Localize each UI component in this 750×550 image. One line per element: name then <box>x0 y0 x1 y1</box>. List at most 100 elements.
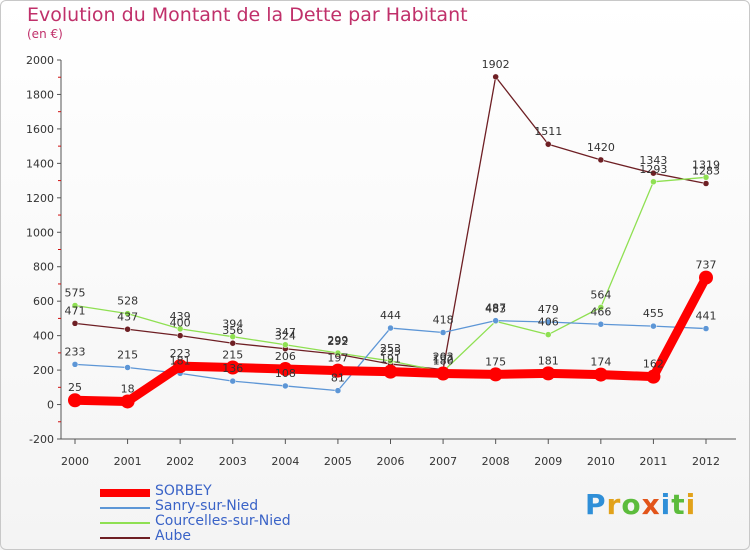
data-point-sanry-sur-nied <box>702 325 710 332</box>
data-point-aube <box>229 339 236 347</box>
data-point-sanry-sur-nied <box>387 324 394 332</box>
data-label-aube: 356 <box>222 324 243 337</box>
data-label-courcelles-sur-nied: 192 <box>433 352 454 365</box>
data-label-sorbey: 180 <box>433 355 454 368</box>
data-label-aube: 1343 <box>639 154 667 167</box>
legend-label-sanry-sur-nied: Sanry-sur-Nied <box>155 498 259 514</box>
logo-letter: i <box>685 488 697 521</box>
x-tick-label: 2001 <box>114 455 142 468</box>
data-point-sanry-sur-nied <box>545 318 552 326</box>
logo-letter: i <box>660 488 672 521</box>
data-point-courcelles-sur-nied <box>282 341 289 349</box>
data-label-courcelles-sur-nied: 1293 <box>639 163 667 176</box>
x-tick-label: 2004 <box>271 455 299 468</box>
data-label-sanry-sur-nied: 233 <box>65 345 86 358</box>
data-label-aube: 203 <box>433 351 454 364</box>
data-label-sorbey: 18 <box>121 382 135 395</box>
data-point-sanry-sur-nied <box>650 322 657 330</box>
x-tick-label: 2005 <box>324 455 352 468</box>
y-tick-label: 600 <box>33 295 54 308</box>
data-point-sorbey <box>120 394 135 409</box>
x-tick-label: 2011 <box>639 455 667 468</box>
data-point-sanry-sur-nied <box>597 321 605 328</box>
data-point-sorbey <box>699 270 713 285</box>
data-label-sanry-sur-nied: 444 <box>380 309 401 322</box>
data-label-aube: 235 <box>380 345 401 358</box>
data-point-aube <box>597 156 605 164</box>
legend-swatch-aube <box>100 537 150 539</box>
data-label-courcelles-sur-nied: 439 <box>170 310 191 323</box>
x-tick-label: 2007 <box>429 455 457 468</box>
logo-letter: o <box>621 488 642 521</box>
chart-title: Evolution du Montant de la Dette par Hab… <box>27 4 468 26</box>
data-label-sorbey: 206 <box>275 350 296 363</box>
data-point-sorbey <box>541 366 556 381</box>
data-label-sanry-sur-nied: 479 <box>538 303 559 316</box>
y-tick-label: 1000 <box>26 226 54 239</box>
data-label-sorbey: 223 <box>170 347 191 360</box>
data-label-aube: 1420 <box>587 141 615 154</box>
data-label-courcelles-sur-nied: 347 <box>275 326 296 339</box>
logo-letter: r <box>606 488 622 521</box>
data-label-courcelles-sur-nied: 299 <box>327 334 348 347</box>
logo-letter: t <box>671 488 686 521</box>
chart-subtitle: (en €) <box>27 27 63 41</box>
legend-swatch-sorbey <box>100 489 150 497</box>
data-point-courcelles-sur-nied <box>124 310 131 317</box>
data-point-courcelles-sur-nied <box>176 325 184 333</box>
data-point-sanry-sur-nied <box>334 387 342 394</box>
x-tick-label: 2002 <box>166 455 194 468</box>
data-point-aube <box>124 326 131 333</box>
data-point-sanry-sur-nied <box>492 317 499 324</box>
y-tick-label: 800 <box>33 261 54 274</box>
x-tick-label: 2009 <box>534 455 562 468</box>
data-point-sorbey <box>173 359 188 374</box>
x-tick-label: 2006 <box>377 455 405 468</box>
x-tick-label: 2003 <box>219 455 247 468</box>
data-label-sanry-sur-nied: 455 <box>643 307 664 320</box>
legend-swatch-sanry-sur-nied <box>100 507 150 509</box>
data-label-sanry-sur-nied: 487 <box>485 302 506 315</box>
data-label-sorbey: 215 <box>222 349 243 362</box>
data-point-sanry-sur-nied <box>439 329 447 336</box>
data-point-aube <box>702 180 710 187</box>
data-point-courcelles-sur-nied <box>597 304 605 311</box>
data-point-sanry-sur-nied <box>229 377 236 385</box>
x-tick-label: 2000 <box>61 455 89 468</box>
data-label-sanry-sur-nied: 418 <box>433 314 454 327</box>
data-point-aube <box>545 140 552 148</box>
data-label-aube: 1283 <box>692 165 720 178</box>
data-point-aube <box>176 332 184 339</box>
data-label-aube: 400 <box>170 317 191 330</box>
data-label-sorbey: 25 <box>68 381 82 394</box>
data-label-sanry-sur-nied: 441 <box>696 310 717 323</box>
data-label-sorbey: 737 <box>696 259 717 272</box>
data-point-courcelles-sur-nied <box>387 357 394 365</box>
legend-swatch-courcelles-sur-nied <box>100 522 150 524</box>
y-tick-label: -200 <box>29 433 54 446</box>
data-label-sorbey: 181 <box>538 354 559 367</box>
y-tick-label: 1400 <box>26 157 54 170</box>
data-label-sanry-sur-nied: 81 <box>331 372 345 385</box>
y-tick-label: 400 <box>33 330 54 343</box>
data-point-sorbey <box>593 367 608 382</box>
y-tick-label: 2000 <box>26 54 54 67</box>
data-label-courcelles-sur-nied: 564 <box>590 288 611 301</box>
data-point-courcelles-sur-nied <box>229 333 236 340</box>
data-point-courcelles-sur-nied <box>71 302 79 309</box>
logo-letter: x <box>641 488 661 521</box>
data-point-sanry-sur-nied <box>71 361 79 368</box>
data-label-aube: 1511 <box>534 125 562 138</box>
x-tick-label: 2008 <box>482 455 510 468</box>
x-tick-label: 2010 <box>587 455 615 468</box>
data-point-aube <box>71 320 79 327</box>
data-label-courcelles-sur-nied: 253 <box>380 342 401 355</box>
y-tick-label: 1800 <box>26 88 54 101</box>
series-line-sorbey <box>70 273 711 406</box>
data-label-aube: 292 <box>327 335 348 348</box>
data-point-sorbey <box>488 367 503 382</box>
data-point-courcelles-sur-nied <box>545 331 552 338</box>
data-label-sorbey: 162 <box>643 358 664 371</box>
data-point-courcelles-sur-nied <box>702 174 710 181</box>
